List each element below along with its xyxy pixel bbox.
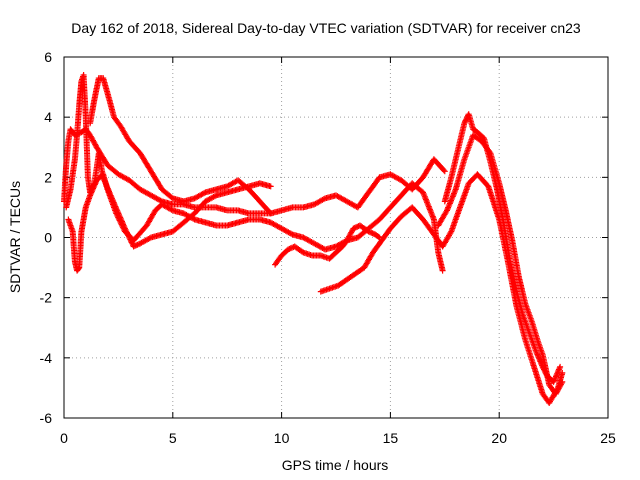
y-tick-label: 2 bbox=[44, 169, 52, 185]
series-track-3 bbox=[87, 75, 448, 217]
data-point bbox=[557, 363, 564, 370]
x-tick-label: 0 bbox=[60, 430, 68, 446]
x-tick-label: 15 bbox=[383, 430, 399, 446]
y-tick-label: 0 bbox=[44, 230, 52, 246]
series-track-2 bbox=[63, 72, 274, 250]
series-track-8 bbox=[435, 132, 566, 397]
y-tick-label: 4 bbox=[44, 109, 52, 125]
axis-ticks: 0 5 10 15 20 25 -6 -4 -2 0 2 4 6 bbox=[40, 49, 616, 446]
x-tick-label: 20 bbox=[491, 430, 507, 446]
data-point bbox=[486, 149, 493, 156]
data-point bbox=[375, 233, 382, 240]
grid-lines bbox=[64, 57, 608, 418]
x-axis-label: GPS time / hours bbox=[282, 457, 389, 473]
data-point bbox=[201, 190, 208, 197]
data-point bbox=[439, 267, 446, 274]
y-tick-label: -4 bbox=[40, 350, 53, 366]
series-track-5 bbox=[272, 222, 383, 268]
data-point bbox=[299, 248, 306, 255]
data-point bbox=[212, 193, 218, 200]
data-point bbox=[117, 220, 124, 227]
data-point bbox=[463, 116, 470, 123]
data-series bbox=[61, 72, 566, 406]
data-point bbox=[267, 183, 274, 190]
data-point bbox=[146, 235, 153, 242]
data-point bbox=[559, 378, 566, 385]
y-tick-label: -6 bbox=[40, 410, 53, 426]
series-track-1 bbox=[61, 126, 274, 217]
chart-title: Day 162 of 2018, Sidereal Day-to-day VTE… bbox=[71, 20, 581, 36]
x-tick-label: 5 bbox=[169, 430, 177, 446]
data-point bbox=[440, 167, 447, 174]
x-tick-label: 10 bbox=[274, 430, 290, 446]
data-point bbox=[558, 380, 565, 387]
y-tick-label: -2 bbox=[40, 290, 53, 306]
data-point bbox=[320, 196, 327, 203]
y-tick-label: 6 bbox=[44, 49, 52, 65]
x-tick-label: 25 bbox=[600, 430, 616, 446]
y-axis-label: SDTVAR / TECUs bbox=[7, 181, 23, 293]
data-point bbox=[441, 168, 448, 175]
